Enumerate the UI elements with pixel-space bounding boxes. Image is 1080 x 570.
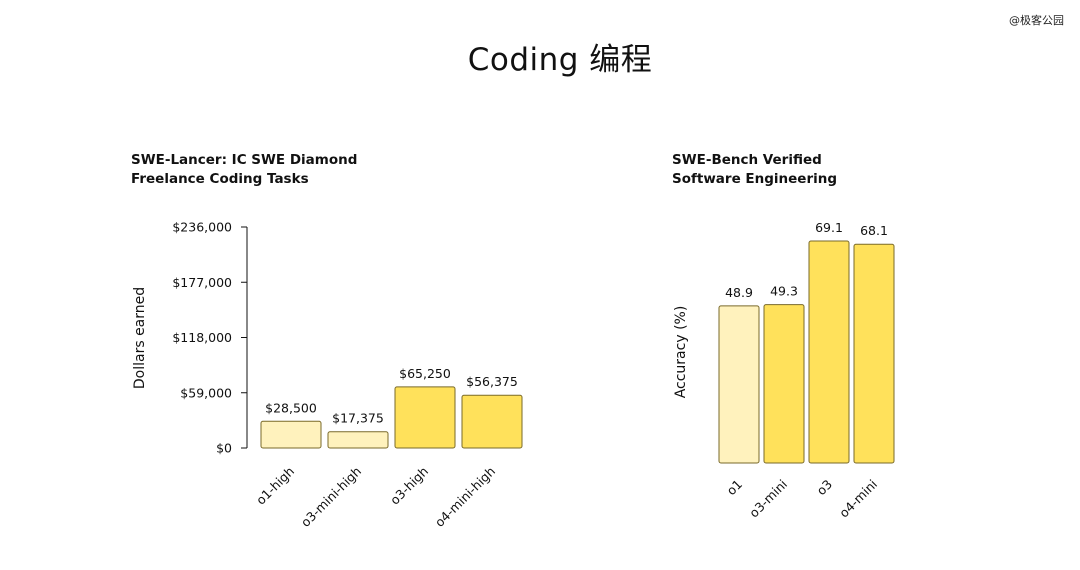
data-label: 49.3 bbox=[770, 284, 798, 299]
bar-o3-mini bbox=[763, 304, 805, 464]
x-tick-label: o3-high bbox=[387, 464, 431, 508]
y-tick-label: $59,000 bbox=[180, 385, 232, 400]
x-tick-label: o1-high bbox=[253, 464, 297, 508]
bar-o4-mini bbox=[853, 243, 895, 464]
data-label: $56,375 bbox=[466, 374, 518, 389]
data-label: $28,500 bbox=[265, 400, 317, 415]
x-tick-label: o4-mini-high bbox=[432, 464, 498, 530]
y-tick-label: $236,000 bbox=[172, 220, 232, 235]
data-label: 48.9 bbox=[725, 285, 753, 300]
chart-title-line: SWE-Bench Verified bbox=[672, 152, 822, 168]
y-axis-label: Accuracy (%) bbox=[673, 306, 689, 399]
y-axis-label: Dollars earned bbox=[132, 287, 148, 389]
data-label: 68.1 bbox=[860, 223, 888, 238]
y-tick-label: $118,000 bbox=[172, 330, 232, 345]
bar-o4-mini-high bbox=[461, 394, 523, 449]
data-label: 69.1 bbox=[815, 220, 843, 235]
data-label: $65,250 bbox=[399, 366, 451, 381]
bar-o3-high bbox=[394, 386, 456, 449]
y-tick-label: $177,000 bbox=[172, 275, 232, 290]
y-tick-label: $0 bbox=[216, 441, 232, 456]
watermark: @极客公园 bbox=[1009, 14, 1064, 27]
x-tick-label: o3-mini-high bbox=[298, 464, 364, 530]
page-title: Coding 编程 bbox=[467, 42, 653, 78]
x-tick-label: o3-mini bbox=[746, 477, 790, 521]
x-tick-label: o1 bbox=[723, 477, 745, 499]
chart-title-swe-bench: SWE-Bench Verified Software Engineering bbox=[672, 151, 837, 189]
bar-o3-mini-high bbox=[327, 431, 389, 449]
data-label: $17,375 bbox=[332, 411, 384, 426]
x-tick-label: o4-mini bbox=[836, 477, 880, 521]
bar-o1 bbox=[718, 305, 760, 464]
chart-title-line: SWE-Lancer: IC SWE Diamond bbox=[131, 152, 358, 168]
bar-o3 bbox=[808, 240, 850, 464]
chart-subtitle-line: Freelance Coding Tasks bbox=[131, 171, 309, 187]
chart-title-swe-lancer: SWE-Lancer: IC SWE Diamond Freelance Cod… bbox=[131, 151, 357, 189]
chart-subtitle-line: Software Engineering bbox=[672, 171, 838, 187]
x-tick-label: o3 bbox=[813, 477, 835, 499]
bar-o1-high bbox=[260, 420, 322, 449]
